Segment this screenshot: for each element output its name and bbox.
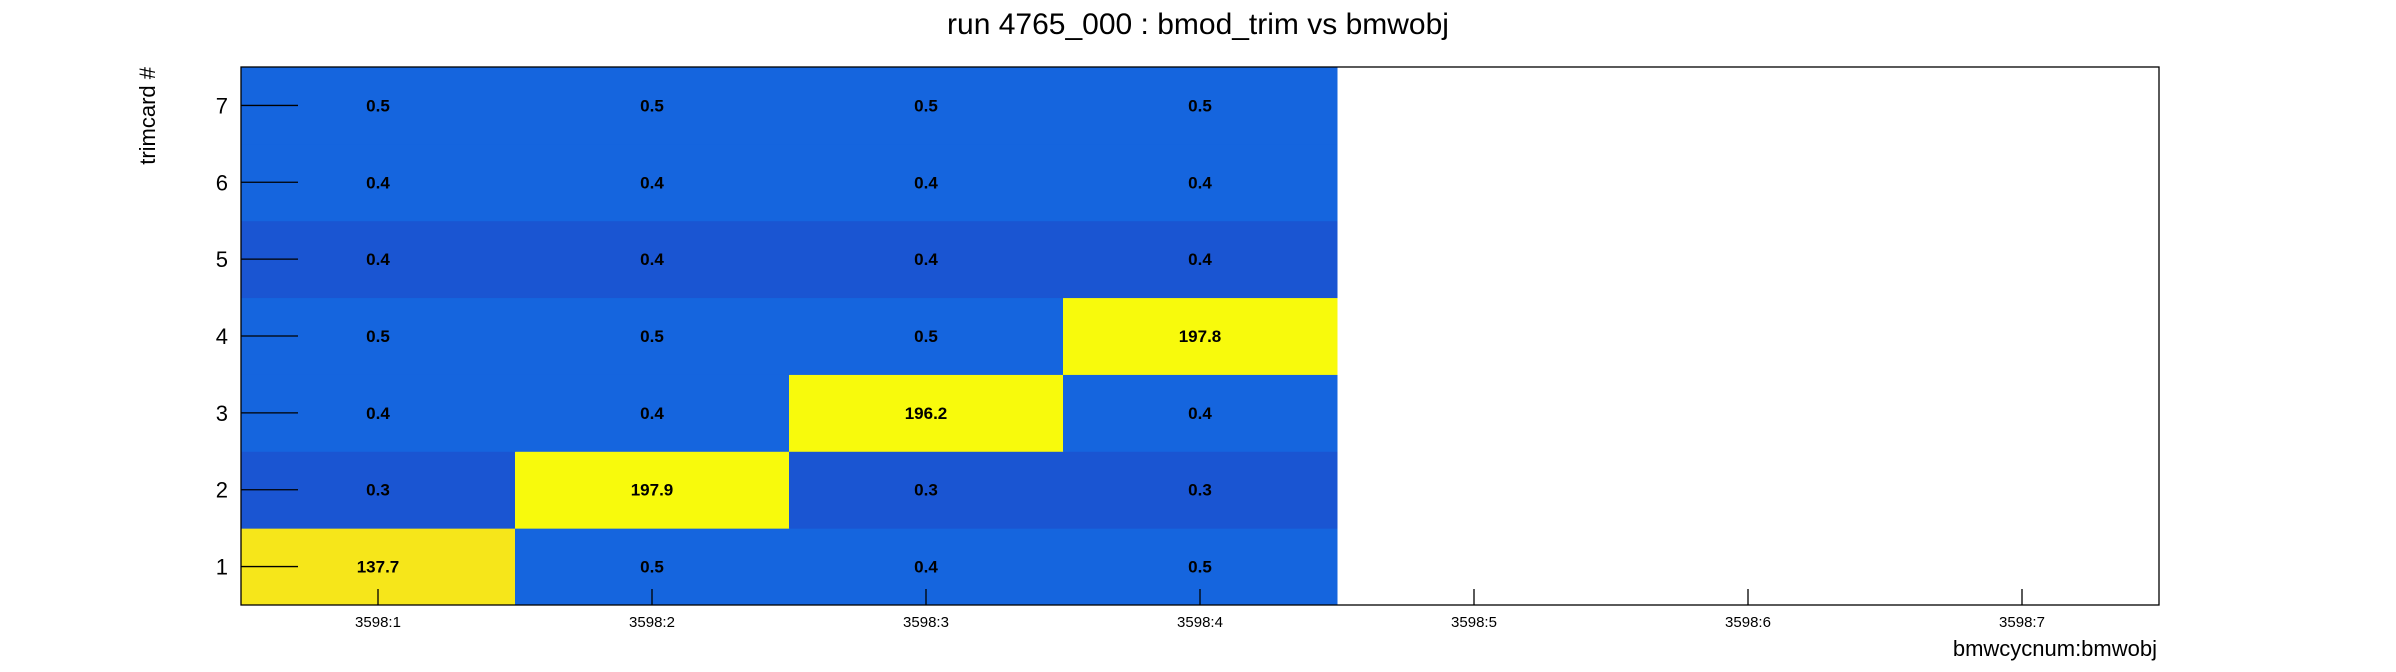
x-tick-label: 3598:5	[1451, 614, 1497, 631]
y-tick-label: 2	[216, 478, 228, 503]
cell-value-label: 0.5	[914, 96, 938, 115]
cell-value-label: 0.4	[640, 250, 664, 269]
heatmap-cell	[515, 297, 790, 375]
cell-value-label: 0.4	[914, 250, 938, 269]
heatmap-cell	[515, 143, 790, 222]
cell-value-label: 0.3	[1188, 481, 1212, 500]
cell-value-label: 0.5	[1188, 558, 1212, 577]
heatmap-cell	[789, 297, 1064, 375]
cell-value-label: 0.5	[366, 96, 390, 115]
x-tick-label: 3598:3	[903, 614, 949, 631]
cell-value-label: 0.5	[1188, 96, 1212, 115]
heatmap-cell	[789, 451, 1064, 529]
heatmap-cell	[1063, 143, 1338, 222]
cell-value-label: 0.3	[366, 481, 390, 500]
y-axis: 1 2 3 4 5 6 7	[216, 93, 298, 580]
y-tick-label: 5	[216, 247, 228, 272]
x-tick-label: 3598:2	[629, 614, 675, 631]
heatmap-cell	[1063, 67, 1338, 145]
cell-value-label: 0.4	[366, 404, 390, 423]
cell-value-label: 137.7	[357, 558, 400, 577]
heatmap-cell	[515, 67, 790, 145]
cell-value-label: 0.5	[640, 96, 664, 115]
cell-value-label: 0.5	[366, 327, 390, 346]
heatmap-cell	[515, 451, 790, 529]
cell-value-label: 0.5	[640, 558, 664, 577]
cell-value-label: 197.8	[1179, 327, 1222, 346]
x-tick-label: 3598:1	[355, 614, 401, 631]
cell-value-label: 0.5	[914, 327, 938, 346]
y-tick-label: 6	[216, 170, 228, 195]
cell-value-label: 0.4	[1188, 173, 1212, 192]
x-tick-label: 3598:7	[1999, 614, 2045, 631]
heatmap-cell	[1063, 451, 1338, 529]
cell-value-label: 0.4	[640, 404, 664, 423]
heatmap-cell	[515, 374, 790, 452]
heatmap-cell	[789, 374, 1064, 452]
cell-value-label: 0.3	[914, 481, 938, 500]
x-axis: 3598:1 3598:2 3598:3 3598:4 3598:5 3598:6 3598…	[355, 589, 2045, 631]
x-tick-label: 3598:4	[1177, 614, 1223, 631]
cells-layer	[241, 67, 1338, 606]
heatmap-cell	[789, 67, 1064, 145]
y-tick-label: 4	[216, 324, 228, 349]
cell-value-label: 0.4	[1188, 404, 1212, 423]
cell-value-label: 0.4	[914, 173, 938, 192]
cell-value-label: 0.4	[914, 558, 938, 577]
y-axis-title: trimcard #	[135, 66, 160, 165]
x-axis-title: bmwcycnum:bmwobj	[1953, 636, 2157, 661]
y-tick-label: 3	[216, 401, 228, 426]
heatmap-cell	[515, 220, 790, 299]
cell-value-label: 0.4	[366, 173, 390, 192]
x-tick-label: 3598:6	[1725, 614, 1771, 631]
cell-labels-layer: 137.7 0.5 0.4 0.5 0.3 197.9 0.3 0.3 0.4 0.4 196.2 0…	[357, 96, 1222, 576]
cell-value-label: 0.5	[640, 327, 664, 346]
heatmap-cell	[789, 143, 1064, 222]
cell-value-label: 0.4	[366, 250, 390, 269]
y-tick-label: 7	[216, 93, 228, 118]
heatmap-cell	[1063, 220, 1338, 299]
chart-title: run 4765_000 : bmod_trim vs bmwobj	[947, 8, 1449, 41]
cell-value-label: 196.2	[905, 404, 948, 423]
cell-value-label: 0.4	[1188, 250, 1212, 269]
cell-value-label: 0.4	[640, 173, 664, 192]
heatmap-cell	[789, 220, 1064, 299]
heatmap-cell	[1063, 374, 1338, 452]
heatmap-cell	[1063, 297, 1338, 375]
cell-value-label: 197.9	[631, 481, 674, 500]
y-tick-label: 1	[216, 555, 228, 580]
